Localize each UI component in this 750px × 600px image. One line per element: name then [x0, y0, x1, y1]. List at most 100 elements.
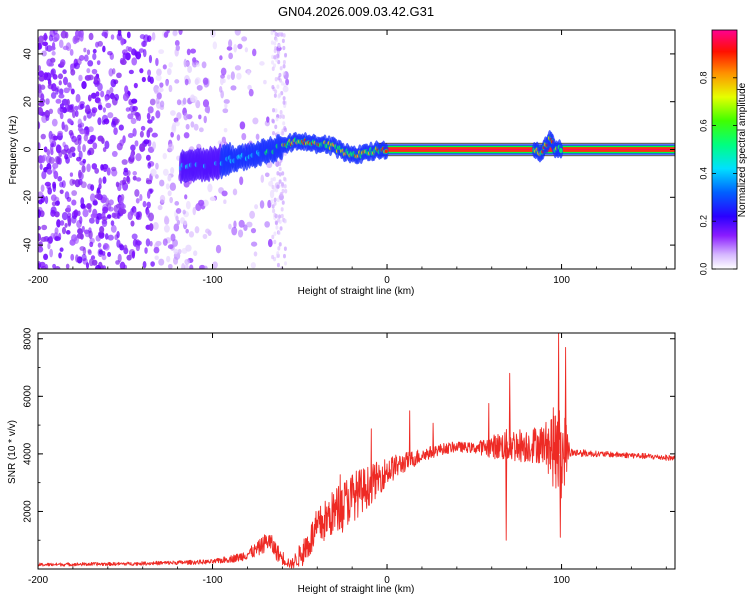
spectrogram-x-tick-label: -200 [28, 275, 48, 286]
spectrogram-noise-speck [64, 104, 71, 112]
spectrogram-noise-speck [88, 32, 94, 41]
spectrogram-noise-speck [65, 230, 71, 235]
spectrogram-x-tick-label: 100 [553, 275, 570, 286]
spectrogram-noise-speck [97, 242, 102, 248]
spectrogram-noise-speck [125, 107, 131, 112]
spectrogram-noise-speck [106, 214, 112, 219]
spectrogram-noise-speck [252, 117, 259, 125]
spectrogram-noise-speck [146, 190, 151, 199]
spectrogram-noise-speck [94, 167, 100, 174]
spectrogram-noise-speck [193, 123, 199, 131]
spectrogram-noise-speck [237, 43, 243, 50]
spectrogram-noise-speck [127, 113, 134, 120]
spectrogram-noise-speck [151, 115, 155, 121]
spectrogram-noise-speck [126, 31, 131, 39]
spectrogram-noise-speck [278, 179, 282, 184]
spectrogram-noise-speck [143, 34, 150, 43]
spectrogram-noise-speck [58, 88, 64, 96]
spectrogram-noise-speck [66, 98, 70, 106]
spectrogram-noise-speck [177, 248, 182, 255]
spectrogram-noise-speck [271, 84, 275, 90]
spectrogram-noise-speck [98, 177, 102, 186]
spectrogram-noise-speck [71, 179, 76, 185]
spectrogram-noise-speck [121, 159, 128, 165]
spectrogram-noise-speck [182, 97, 187, 105]
spectrogram-noise-speck [172, 30, 178, 37]
colorbar-label: Normalized spectral amplitude [737, 82, 748, 217]
spectrogram-noise-speck [145, 238, 151, 247]
spectrogram-noise-speck [38, 121, 41, 130]
spectrogram-noise-speck [111, 150, 118, 158]
chart-title: GN04.2026.009.03.42.G31 [278, 4, 434, 19]
spectrogram-noise-speck [283, 246, 287, 251]
spectrogram-noise-speck [93, 75, 98, 84]
spectrogram-noise-speck [90, 184, 95, 191]
spectrogram-noise-speck [167, 68, 172, 76]
spectrogram-noise-speck [147, 69, 152, 77]
spectrogram-noise-speck [59, 181, 64, 188]
colorbar-tick-label: 0.4 [698, 167, 708, 180]
spectrogram-noise-speck [68, 84, 72, 91]
spectrogram-noise-speck [202, 77, 209, 85]
spectrogram-noise-speck [38, 199, 43, 205]
colorbar-gradient [711, 29, 738, 270]
spectrogram-noise-speck [100, 164, 104, 171]
spectrogram-noise-speck [118, 124, 124, 131]
spectrogram-noise-speck [39, 163, 43, 170]
spectrogram-noise-speck [272, 130, 276, 136]
spectrogram-noise-speck [275, 54, 279, 59]
spectrogram-noise-speck [135, 111, 139, 120]
spectrogram-noise-speck [232, 188, 238, 196]
spectrogram-noise-speck [162, 238, 168, 246]
spectrogram-noise-speck [38, 233, 42, 242]
spectrogram-noise-speck [138, 48, 145, 53]
spectrogram-noise-speck [134, 140, 139, 147]
spectrogram-noise-speck [82, 144, 86, 153]
spectrogram-noise-speck [92, 53, 97, 61]
spectrogram-noise-speck [276, 184, 280, 189]
spectrogram-noise-speck [86, 110, 93, 119]
spectrogram-noise-speck [188, 231, 195, 238]
spectrogram-noise-speck [259, 61, 265, 66]
spectrogram-noise-speck [39, 210, 45, 218]
spectrogram-noise-speck [78, 150, 83, 160]
spectrogram-noise-speck [116, 231, 120, 239]
spectrogram-noise-speck [154, 255, 159, 261]
spectrogram-noise-speck [202, 233, 208, 239]
spectrogram-noise-speck [70, 253, 75, 261]
spectrogram-noise-speck [148, 212, 154, 222]
spectrogram-noise-speck [183, 112, 189, 121]
spectrogram-noise-speck [271, 204, 275, 209]
spectrogram-noise-speck [62, 69, 67, 75]
snr-x-tick-label: -200 [28, 575, 48, 586]
spectrogram-noise-speck [50, 91, 57, 99]
spectrogram-noise-speck [94, 194, 101, 199]
spectrogram-noise-speck [193, 250, 198, 257]
spectrogram-noise-speck [150, 168, 157, 177]
spectrogram-noise-speck [280, 213, 284, 219]
spectrogram-noise-speck [139, 194, 143, 202]
spectrogram-noise-speck [91, 163, 98, 170]
spectrogram-noise-speck [278, 219, 282, 224]
spectrogram-noise-speck [282, 45, 286, 51]
spectrogram-noise-speck [158, 258, 165, 266]
spectrogram-noise-speck [168, 62, 173, 68]
spectrogram-noise-speck [156, 68, 162, 76]
spectrogram-noise-speck [238, 219, 245, 228]
spectrogram-noise-speck [277, 76, 281, 81]
spectrogram-noise-speck [194, 226, 200, 234]
spectrogram-noise-speck [38, 89, 43, 99]
spectrogram-noise-speck [253, 251, 258, 257]
spectrogram-noise-speck [278, 114, 282, 119]
spectrogram-noise-speck [86, 68, 91, 74]
snr-x-tick-label: -100 [203, 575, 223, 586]
spectrogram-noise-speck [283, 176, 287, 182]
spectrogram-noise-speck [221, 136, 227, 144]
spectrogram-noise-speck [113, 127, 118, 135]
spectrogram-noise-speck [164, 216, 170, 225]
spectrogram-noise-speck [132, 171, 138, 176]
spectrogram-noise-speck [61, 211, 68, 221]
spectrogram-noise-speck [110, 224, 117, 233]
spectrogram-noise-speck [61, 121, 65, 130]
spectrogram-noise-speck [107, 234, 114, 241]
